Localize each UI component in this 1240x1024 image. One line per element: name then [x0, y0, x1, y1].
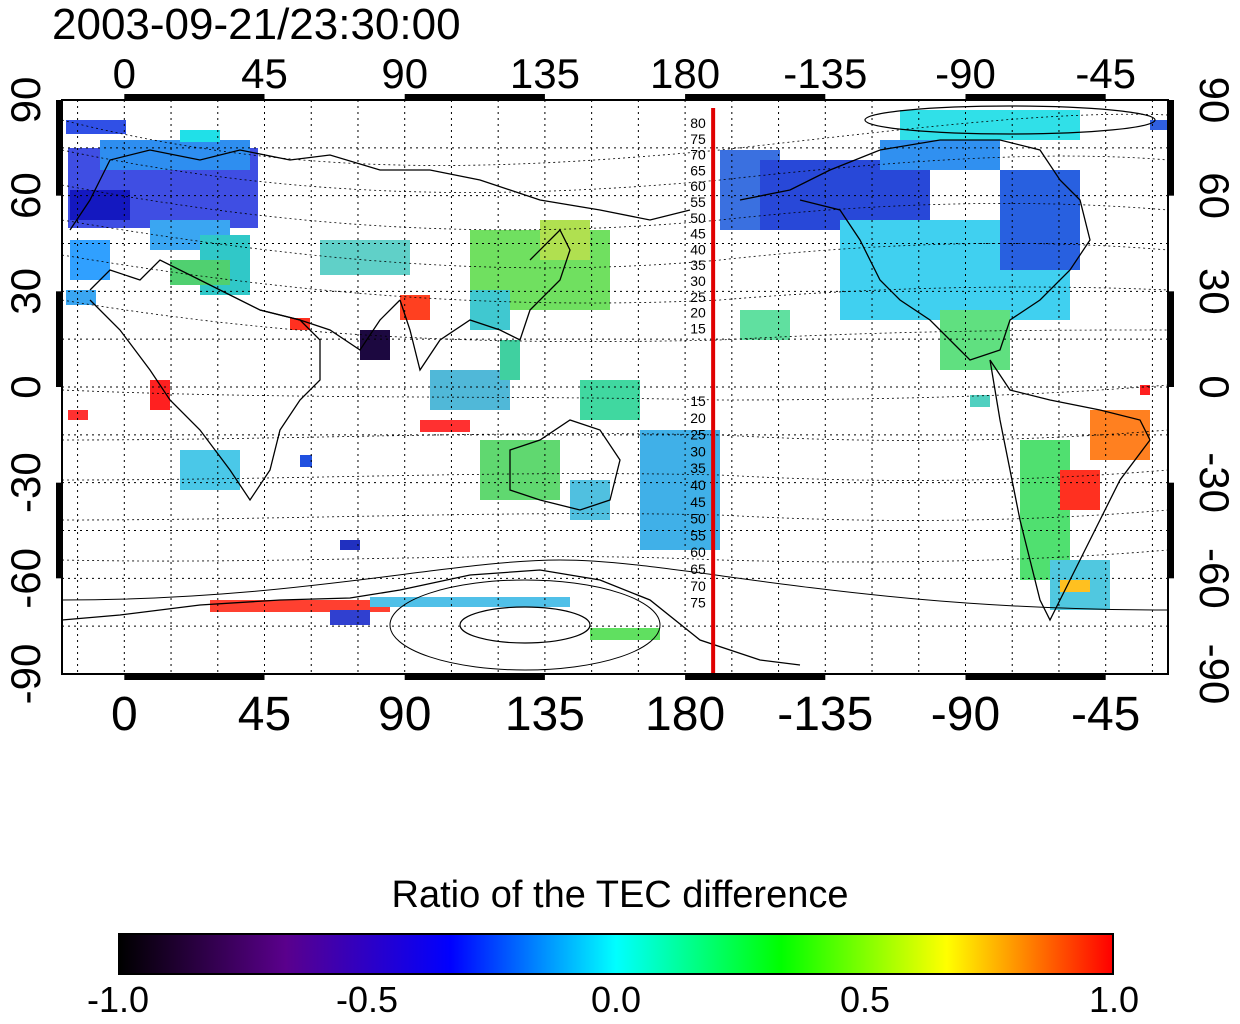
- border-bar-segment: [56, 100, 62, 196]
- border-bar-segment: [1168, 482, 1174, 579]
- lon-tick-label-bottom: 135: [505, 688, 585, 741]
- lat-tick-label-left: 90: [2, 77, 49, 124]
- contour-lines: [62, 105, 1168, 671]
- colorbar-tick-label: -1.0: [86, 979, 150, 1020]
- border-bar-segment: [404, 674, 545, 680]
- contour-label-south: 25: [690, 427, 706, 443]
- lat-tick-label-right: 90: [1191, 77, 1238, 124]
- contour-label-north: 55: [690, 194, 706, 210]
- contour-label-north: 45: [690, 226, 706, 242]
- contour-label-north: 80: [690, 115, 706, 131]
- contour-label-south: 20: [690, 410, 706, 426]
- lat-tick-label-right: -90: [1191, 644, 1238, 705]
- lat-tick-label-left: 60: [2, 172, 49, 219]
- lat-tick-label-left: -60: [2, 548, 49, 609]
- colorbar-tick-label: -0.5: [335, 979, 399, 1020]
- lon-tick-label-top: -135: [783, 50, 867, 97]
- lon-tick-label-bottom: -135: [777, 688, 873, 741]
- lon-tick-label-top: 0: [113, 50, 136, 97]
- contour-label-south: 30: [690, 443, 706, 459]
- lon-tick-label-top: 90: [381, 50, 428, 97]
- contour-label-north: 30: [690, 273, 706, 289]
- contour-label-south: 15: [690, 393, 706, 409]
- contour-label-north: 15: [690, 320, 706, 336]
- contour-label-north: 60: [690, 178, 706, 194]
- lon-tick-label-bottom: -90: [931, 688, 1000, 741]
- tec-data-patches: [66, 110, 1168, 640]
- lat-tick-label-right: 30: [1191, 268, 1238, 315]
- contour-label-north: 75: [690, 131, 706, 147]
- border-bar-segment: [124, 94, 265, 100]
- border-bar-segment: [404, 94, 545, 100]
- lat-tick-label-left: -90: [2, 644, 49, 705]
- lon-tick-label-top: 45: [241, 50, 288, 97]
- lon-tick-label-top: -45: [1075, 50, 1136, 97]
- contour-label-south: 75: [690, 595, 706, 611]
- map-border-bars: [56, 94, 1174, 680]
- contour-label-north: 20: [690, 305, 706, 321]
- contour-label-north: 25: [690, 289, 706, 305]
- lat-tick-label-left: 0: [2, 375, 49, 398]
- colorbar-tick-label: 0.0: [590, 979, 642, 1020]
- contour-label-north: 65: [690, 162, 706, 178]
- contour-label-south: 40: [690, 477, 706, 493]
- lon-tick-label-bottom: 90: [378, 688, 431, 741]
- contour-label-south: 60: [690, 544, 706, 560]
- contour-labels: 8075706560555045403530252015152025303540…: [690, 115, 706, 611]
- colorbar-tick-label: 1.0: [1088, 979, 1140, 1020]
- contour-label-north: 50: [690, 210, 706, 226]
- contour-label-south: 45: [690, 494, 706, 510]
- colorbar-tick-label: 0.5: [839, 979, 891, 1020]
- contour-label-south: 70: [690, 578, 706, 594]
- contour-label-south: 55: [690, 527, 706, 543]
- axis-tick-labels: 0 45 90 135 180 -135 -90 -45 0 45 90 135 180 -135 -90 -…: [2, 50, 1238, 741]
- border-bar-segment: [965, 674, 1106, 680]
- border-bar-segment: [1168, 291, 1174, 387]
- border-bar-segment: [1168, 100, 1174, 196]
- tec-map: 8075706560555045403530252015152025303540…: [2, 50, 1238, 741]
- lat-tick-label-left: 30: [2, 268, 49, 315]
- colorbar: [118, 933, 1114, 975]
- contour-label-south: 50: [690, 511, 706, 527]
- contour-label-south: 65: [690, 561, 706, 577]
- lon-tick-label-bottom: 0: [111, 688, 138, 741]
- border-bar-segment: [56, 482, 62, 579]
- border-bar-segment: [965, 94, 1106, 100]
- lon-tick-label-top: 180: [650, 50, 720, 97]
- lon-tick-label-top: -90: [935, 50, 996, 97]
- lon-tick-label-bottom: 45: [238, 688, 291, 741]
- contour-label-north: 70: [690, 147, 706, 163]
- lon-tick-label-bottom: -45: [1071, 688, 1140, 741]
- border-bar-segment: [685, 674, 826, 680]
- lat-tick-label-left: -30: [2, 452, 49, 513]
- coastlines: [62, 139, 1151, 666]
- lat-tick-label-right: 60: [1191, 172, 1238, 219]
- contour-label-north: 35: [690, 257, 706, 273]
- map-title: 2003-09-21/23:30:00: [52, 0, 461, 49]
- lon-tick-label-bottom: 180: [645, 688, 725, 741]
- lat-tick-label-right: -60: [1191, 548, 1238, 609]
- border-bar-segment: [685, 94, 826, 100]
- lat-tick-label-right: 0: [1191, 375, 1238, 398]
- lat-tick-label-right: -30: [1191, 452, 1238, 513]
- colorbar-title: Ratio of the TEC difference: [391, 874, 849, 916]
- border-bar-segment: [124, 674, 265, 680]
- contour-label-north: 40: [690, 241, 706, 257]
- lon-tick-label-top: 135: [510, 50, 580, 97]
- contour-label-south: 35: [690, 460, 706, 476]
- border-bar-segment: [56, 291, 62, 387]
